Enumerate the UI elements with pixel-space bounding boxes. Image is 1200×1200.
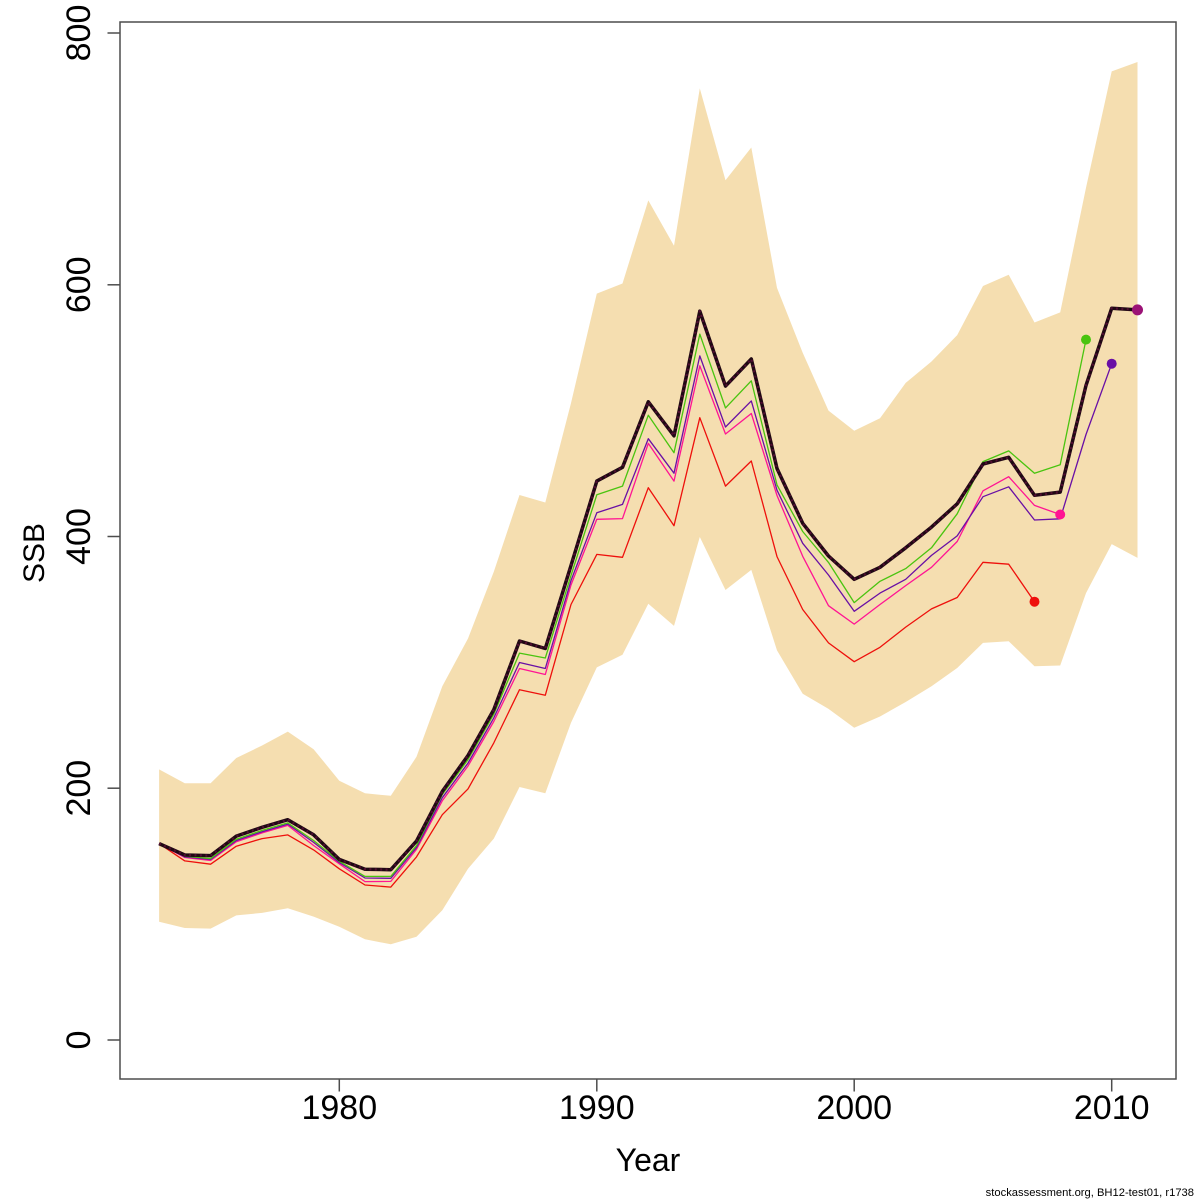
- svg-text:600: 600: [60, 256, 98, 313]
- svg-text:0: 0: [60, 1031, 98, 1050]
- svg-text:400: 400: [60, 508, 98, 565]
- svg-text:Year: Year: [616, 1142, 681, 1178]
- svg-text:2000: 2000: [816, 1089, 892, 1127]
- svg-text:stockassessment.org, BH12-test: stockassessment.org, BH12-test01, r1738: [986, 1187, 1194, 1199]
- svg-text:2010: 2010: [1074, 1089, 1150, 1127]
- svg-text:200: 200: [60, 760, 98, 817]
- svg-text:SSB: SSB: [18, 523, 51, 583]
- svg-text:800: 800: [60, 5, 98, 62]
- svg-text:1980: 1980: [301, 1089, 377, 1127]
- svg-text:1990: 1990: [559, 1089, 635, 1127]
